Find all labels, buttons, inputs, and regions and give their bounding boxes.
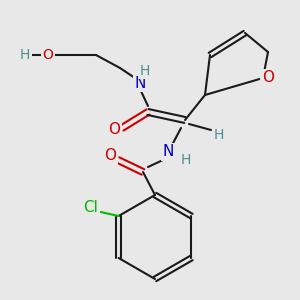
Text: H: H bbox=[214, 128, 224, 142]
Text: H: H bbox=[140, 64, 150, 78]
Text: O: O bbox=[262, 70, 274, 86]
Text: H: H bbox=[181, 153, 191, 167]
Text: O: O bbox=[108, 122, 120, 137]
Text: H: H bbox=[20, 48, 30, 62]
Text: O: O bbox=[43, 48, 53, 62]
Text: N: N bbox=[134, 76, 146, 91]
Text: O: O bbox=[104, 148, 116, 164]
Text: Cl: Cl bbox=[83, 200, 98, 215]
Text: N: N bbox=[162, 145, 174, 160]
